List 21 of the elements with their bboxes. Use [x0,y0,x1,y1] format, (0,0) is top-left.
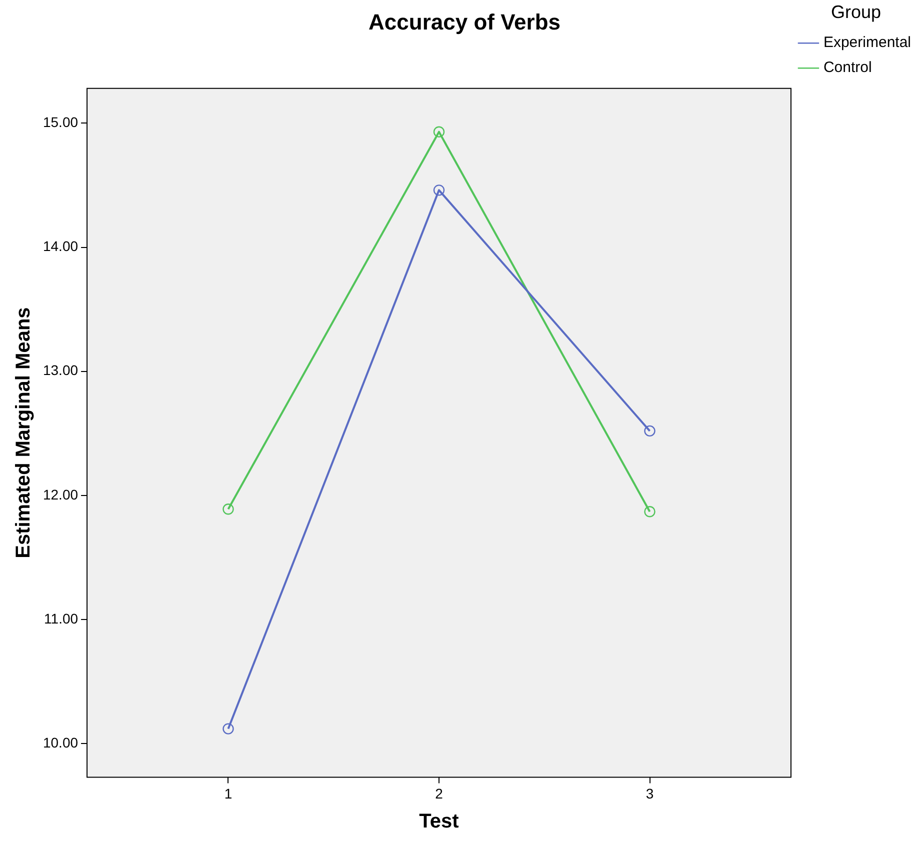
y-tick-label: 10.00 [42,734,78,751]
point [644,425,656,437]
y-tick-label: 13.00 [42,362,78,378]
x-tick-label: 3 [646,785,654,802]
point [433,184,445,196]
y-tick-label: 12.00 [42,486,78,502]
x-tick-label: 1 [224,785,232,802]
point [433,126,445,138]
y-tick-label: 14.00 [42,238,78,254]
point [222,723,234,734]
y-tick-label: 11.00 [44,610,78,626]
chart-title: Accuracy of Verbs [368,9,560,34]
legend-label: Experimental [823,34,912,52]
y-axis-title: Estimated Marginal Means [12,307,35,558]
legend-label: Control [823,59,872,76]
x-tick-label: 2 [435,785,444,802]
legend-title: Group [830,2,881,22]
x-axis-title: Test [419,810,460,833]
point [644,506,656,518]
point [222,504,234,515]
y-tick-label: 15.00 [42,114,78,130]
